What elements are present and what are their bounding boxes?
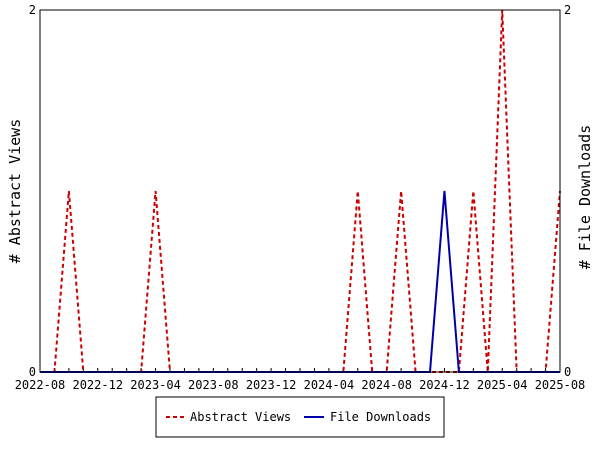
series-line-file-downloads [40, 190, 560, 373]
x-tick-label: 2024-08 [361, 378, 412, 392]
legend-box [155, 396, 445, 438]
y-left-tick-label: 0 [29, 365, 36, 379]
x-tick-label: 2025-08 [535, 378, 586, 392]
tick-marks [39, 9, 561, 373]
y-axis-left-title: # Abstract Views [6, 119, 24, 264]
y-axis-right-title: # File Downloads [576, 125, 594, 270]
x-tick-label: 2022-12 [72, 378, 123, 392]
legend-label-file-downloads: File Downloads [330, 410, 431, 424]
x-tick-label: 2022-08 [15, 378, 66, 392]
x-tick-label: 2025-04 [477, 378, 528, 392]
y-right-tick-label: 0 [564, 365, 571, 379]
x-tick-label: 2024-04 [304, 378, 355, 392]
legend: Abstract Views File Downloads [155, 396, 445, 438]
y-right-tick-label: 2 [564, 3, 571, 17]
series-lines [40, 9, 561, 373]
legend-label-abstract-views: Abstract Views [190, 410, 291, 424]
x-tick-label: 2024-12 [419, 378, 470, 392]
tick-labels: 2022-08 2022-12 2023-04 2023-08 2023-12 2024-… [15, 3, 586, 392]
plot-frame [39, 9, 561, 373]
y-left-tick-label: 2 [29, 3, 36, 17]
series-line-abstract-views [40, 9, 561, 373]
x-tick-label: 2023-12 [246, 378, 297, 392]
x-tick-label: 2023-08 [188, 378, 239, 392]
x-tick-label: 2023-04 [130, 378, 181, 392]
